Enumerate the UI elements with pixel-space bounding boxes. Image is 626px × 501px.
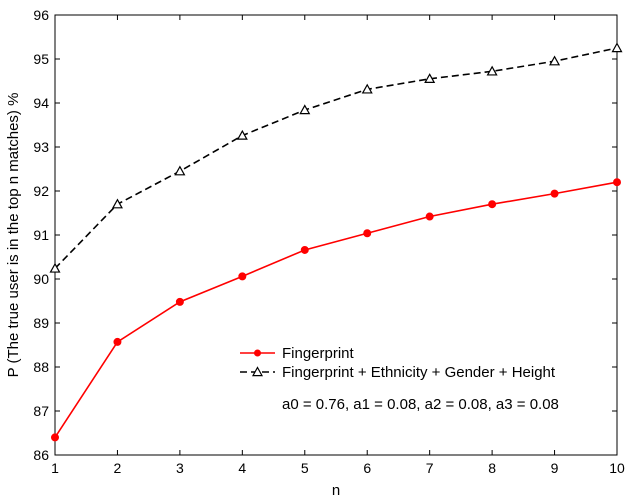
data-point: [238, 272, 247, 281]
y-tick-label: 96: [33, 7, 49, 23]
data-point: [300, 245, 309, 254]
data-point: [425, 212, 434, 221]
x-tick-label: 1: [51, 460, 59, 476]
y-tick-label: 88: [33, 359, 49, 375]
y-tick-label: 87: [33, 403, 49, 419]
data-point: [51, 433, 59, 442]
axes: [54, 14, 618, 456]
y-tick-label: 91: [33, 227, 49, 243]
legend-marker-fingerprint: [254, 349, 261, 357]
series-line: [54, 47, 618, 269]
series-layer: [49, 42, 623, 442]
x-tick-label: 9: [551, 460, 559, 476]
x-tick-label: 10: [609, 460, 625, 476]
data-point: [549, 55, 561, 66]
y-tick-label: 86: [33, 447, 49, 463]
legend-marker-combined: [251, 366, 264, 377]
x-tick-label: 3: [176, 460, 184, 476]
data-point: [49, 262, 61, 273]
data-point: [550, 189, 559, 198]
x-tick-label: 7: [426, 460, 434, 476]
y-tick-label: 94: [33, 95, 49, 111]
data-point: [174, 165, 186, 176]
data-point: [424, 73, 436, 83]
data-point: [486, 65, 498, 76]
data-point: [111, 198, 123, 209]
data-point: [488, 200, 497, 209]
y-tick-label: 95: [33, 51, 49, 67]
data-point: [611, 42, 623, 53]
data-point: [363, 229, 372, 238]
data-point: [113, 337, 122, 346]
legend: Fingerprint Fingerprint + Ethnicity + Ge…: [240, 345, 559, 413]
x-tick-label: 4: [238, 460, 246, 476]
series-combined: [49, 42, 623, 273]
data-point: [299, 104, 311, 115]
legend-label-combined: Fingerprint + Ethnicity + Gender + Heigh…: [282, 364, 556, 381]
series-fingerprint: [51, 178, 621, 442]
y-tick-label: 92: [33, 183, 49, 199]
x-tick-label: 8: [488, 460, 496, 476]
x-axis-label: n: [332, 482, 340, 499]
data-point: [613, 178, 621, 187]
data-point: [175, 297, 184, 306]
y-tick-label: 93: [33, 139, 49, 155]
x-tick-label: 6: [363, 460, 371, 476]
plot-frame: [54, 14, 618, 456]
data-point: [361, 83, 373, 94]
series-line: [54, 181, 618, 438]
y-tick-label: 89: [33, 315, 49, 331]
legend-label-fingerprint: Fingerprint: [282, 345, 355, 362]
x-tick-label: 2: [114, 460, 122, 476]
x-tick-label: 5: [301, 460, 309, 476]
annotation-weights: a0 = 0.76, a1 = 0.08, a2 = 0.08, a3 = 0.…: [282, 396, 559, 413]
y-axis-label: P (The true user is in the top n matches…: [5, 93, 22, 378]
y-tick-label: 90: [33, 271, 49, 287]
data-point: [236, 129, 248, 140]
